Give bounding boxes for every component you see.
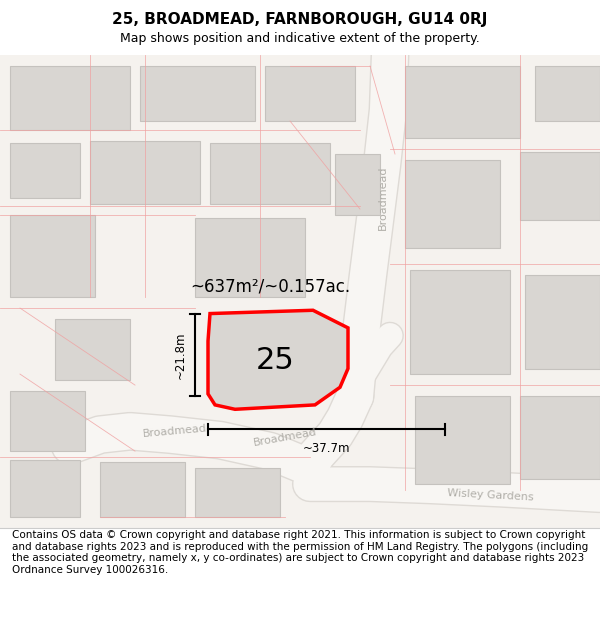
Text: 25, BROADMEAD, FARNBOROUGH, GU14 0RJ: 25, BROADMEAD, FARNBOROUGH, GU14 0RJ <box>112 12 488 27</box>
Text: Broadmead: Broadmead <box>378 166 388 230</box>
Polygon shape <box>520 152 600 220</box>
Polygon shape <box>405 159 500 248</box>
Polygon shape <box>415 396 510 484</box>
Polygon shape <box>210 143 330 204</box>
Polygon shape <box>140 66 255 121</box>
Polygon shape <box>55 319 130 379</box>
Text: 25: 25 <box>256 346 295 376</box>
Polygon shape <box>10 143 80 198</box>
Polygon shape <box>10 66 130 130</box>
Text: Map shows position and indicative extent of the property.: Map shows position and indicative extent… <box>120 32 480 45</box>
Polygon shape <box>195 468 280 517</box>
Text: ~21.8m: ~21.8m <box>174 331 187 379</box>
Polygon shape <box>265 66 355 121</box>
Polygon shape <box>405 66 520 138</box>
Text: ~37.7m: ~37.7m <box>303 442 350 455</box>
Polygon shape <box>195 218 305 297</box>
Text: ~637m²/~0.157ac.: ~637m²/~0.157ac. <box>190 277 350 295</box>
Text: Wisley Gardens: Wisley Gardens <box>446 488 533 502</box>
Text: Contains OS data © Crown copyright and database right 2021. This information is : Contains OS data © Crown copyright and d… <box>12 530 588 575</box>
Polygon shape <box>10 214 95 297</box>
Polygon shape <box>410 269 510 374</box>
Polygon shape <box>525 275 600 369</box>
Polygon shape <box>10 460 80 517</box>
Polygon shape <box>208 310 348 409</box>
Text: Broadmead: Broadmead <box>253 428 317 448</box>
Polygon shape <box>335 154 380 214</box>
Text: Broadmead: Broadmead <box>142 424 208 439</box>
Polygon shape <box>520 396 600 479</box>
Polygon shape <box>10 391 85 451</box>
Polygon shape <box>100 462 185 517</box>
Polygon shape <box>90 141 200 204</box>
Polygon shape <box>535 66 600 121</box>
Polygon shape <box>0 55 600 528</box>
